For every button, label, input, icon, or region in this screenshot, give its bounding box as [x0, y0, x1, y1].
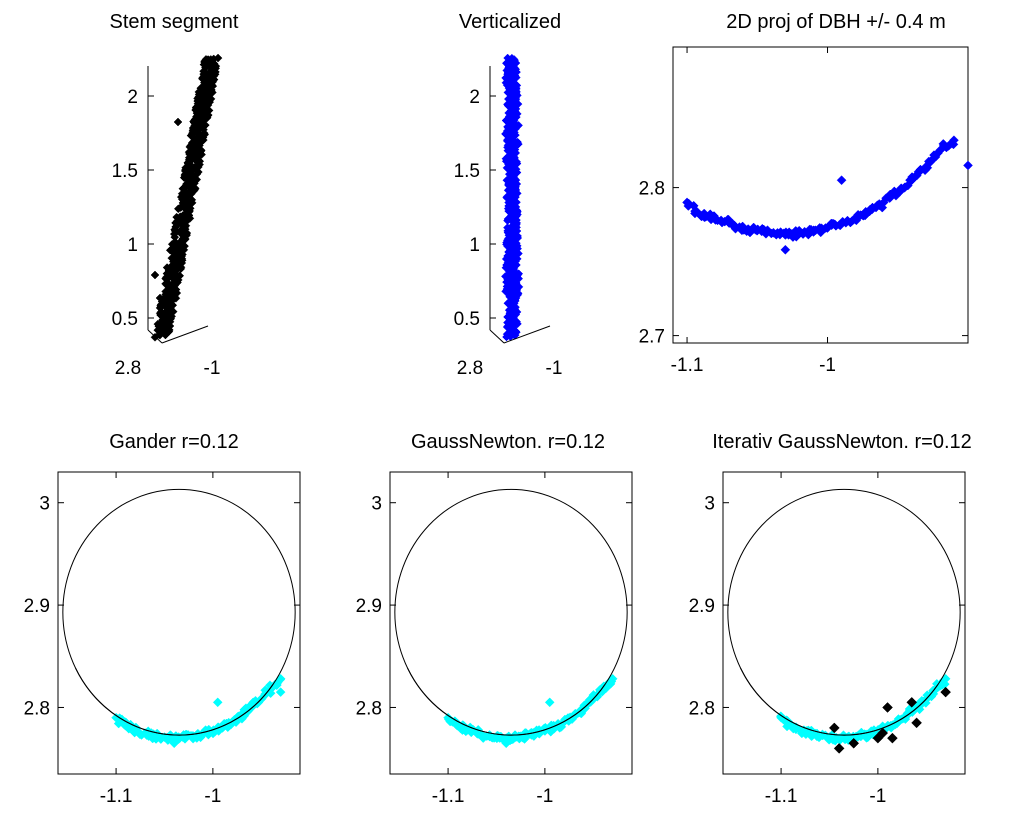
plot-frame	[389, 471, 633, 775]
scatter-points	[443, 673, 618, 749]
x-tick-label: -1	[536, 786, 553, 807]
y-tick-label: 0.5	[454, 309, 480, 330]
y-tick-label: 2.9	[24, 596, 50, 617]
data-point	[836, 175, 847, 186]
plot-frame	[672, 46, 969, 344]
data-point	[791, 724, 801, 735]
x-tick-label: -1.1	[432, 786, 465, 807]
data-point	[963, 160, 973, 171]
data-point	[948, 139, 959, 150]
data-point	[212, 697, 223, 708]
data-point	[199, 129, 209, 139]
data-point	[206, 55, 216, 64]
floor-axis-line	[503, 325, 551, 344]
data-point	[828, 722, 840, 734]
data-point	[178, 191, 188, 201]
data-point	[503, 223, 512, 233]
y-tick-label: 2.8	[356, 698, 382, 719]
chart-title: Stem segment	[110, 11, 239, 33]
x-tick-label: -1	[819, 355, 836, 376]
data-point	[155, 293, 165, 303]
plot-frame	[57, 471, 301, 775]
data-point	[691, 206, 702, 217]
data-point	[882, 702, 893, 713]
chart-title: Gander r=0.12	[109, 431, 239, 453]
data-point	[938, 675, 949, 686]
y-tick-label: 2.8	[639, 179, 665, 200]
data-point	[173, 117, 183, 127]
data-point	[851, 215, 862, 226]
y-tick-label: 2.8	[689, 698, 715, 719]
data-point	[877, 727, 889, 739]
data-point	[848, 737, 860, 749]
plot-frame	[722, 471, 966, 775]
data-point	[833, 743, 845, 754]
fitted-circle-arc	[75, 667, 274, 736]
scatter-points	[682, 135, 973, 255]
y-tick-label: 1.5	[112, 161, 138, 182]
floor-axis-line	[161, 325, 209, 344]
data-point	[911, 717, 922, 729]
y-tick-label: 1	[127, 235, 138, 256]
data-point	[906, 696, 918, 708]
chart-title: Iterativ GaussNewton. r=0.12	[712, 431, 972, 453]
scatter-points	[150, 53, 223, 342]
y-tick-label: 2.7	[639, 327, 665, 348]
data-point	[544, 697, 555, 708]
data-point	[860, 210, 870, 221]
chart-title: GaussNewton. r=0.12	[411, 431, 605, 453]
data-point	[150, 270, 160, 280]
data-point	[161, 279, 170, 289]
y-tick-label: 0.5	[112, 309, 138, 330]
data-point	[501, 272, 510, 281]
floor-axis-line	[489, 329, 505, 344]
fitted-circle-arc	[407, 667, 606, 736]
y-tick-label: 1.5	[454, 161, 480, 182]
y-tick-label: 2.9	[356, 596, 382, 617]
data-point	[940, 686, 951, 698]
chart-title: 2D proj of DBH +/- 0.4 m	[726, 11, 946, 33]
scatter-points	[501, 53, 524, 342]
data-point	[157, 320, 167, 330]
x-tick-label: -1.1	[100, 786, 133, 807]
x-tick-label: -1.1	[671, 355, 704, 376]
x-tick-label: 2.8	[115, 358, 141, 379]
data-point	[780, 244, 791, 255]
y-tick-label: 3	[39, 494, 50, 515]
y-tick-label: 1	[469, 235, 480, 256]
y-tick-label: 3	[371, 494, 382, 515]
x-tick-label: -1	[869, 786, 886, 807]
data-point	[762, 225, 773, 236]
data-point	[874, 200, 885, 211]
chart-title: Verticalized	[459, 11, 561, 33]
data-point	[887, 732, 898, 744]
x-tick-label: -1	[204, 358, 221, 379]
y-tick-label: 2	[469, 87, 480, 108]
data-point	[213, 53, 223, 63]
y-tick-label: 2.8	[24, 698, 50, 719]
y-tick-label: 3	[704, 494, 715, 515]
fitted-circle-arc	[740, 667, 939, 736]
x-tick-label: -1	[204, 786, 221, 807]
data-point	[926, 688, 937, 699]
data-point	[503, 53, 513, 63]
x-tick-label: -1	[546, 358, 563, 379]
x-tick-label: -1.1	[765, 786, 798, 807]
y-tick-label: 2	[127, 87, 138, 108]
scatter-points	[111, 673, 286, 749]
floor-axis-line	[147, 329, 163, 344]
y-tick-label: 2.9	[689, 596, 715, 617]
data-point	[275, 687, 286, 697]
scatter-points	[775, 673, 951, 754]
x-tick-label: 2.8	[457, 358, 483, 379]
